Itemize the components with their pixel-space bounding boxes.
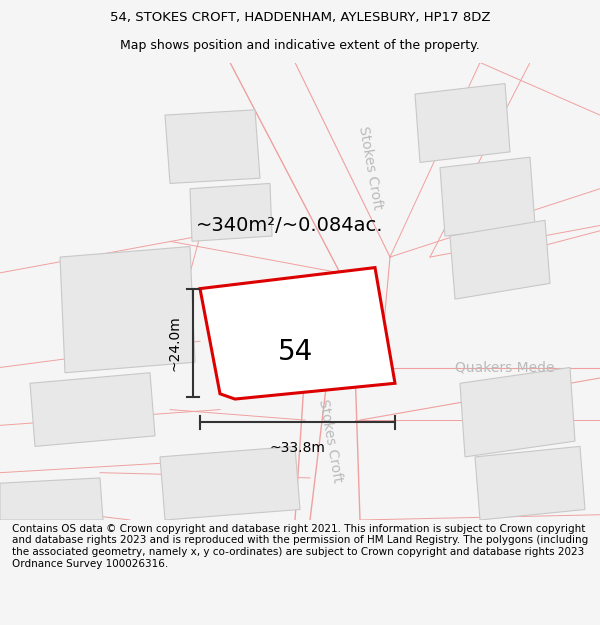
Text: Quakers Mede: Quakers Mede [455, 361, 555, 374]
Text: 54: 54 [277, 338, 313, 366]
Polygon shape [475, 446, 585, 520]
Text: Map shows position and indicative extent of the property.: Map shows position and indicative extent… [120, 39, 480, 52]
Polygon shape [190, 184, 272, 241]
Text: 54, STOKES CROFT, HADDENHAM, AYLESBURY, HP17 8DZ: 54, STOKES CROFT, HADDENHAM, AYLESBURY, … [110, 11, 490, 24]
Text: ~340m²/~0.084ac.: ~340m²/~0.084ac. [196, 216, 384, 235]
Polygon shape [160, 446, 300, 520]
Text: ~33.8m: ~33.8m [269, 441, 325, 455]
Text: Contains OS data © Crown copyright and database right 2021. This information is : Contains OS data © Crown copyright and d… [12, 524, 588, 569]
Text: Stokes Croft: Stokes Croft [356, 125, 384, 211]
Polygon shape [200, 268, 395, 399]
Polygon shape [440, 157, 535, 236]
Polygon shape [460, 368, 575, 457]
Polygon shape [0, 478, 103, 520]
Text: ~24.0m: ~24.0m [167, 315, 181, 371]
Polygon shape [415, 84, 510, 162]
Polygon shape [450, 220, 550, 299]
Text: Stokes Croft: Stokes Croft [316, 398, 344, 484]
Polygon shape [165, 110, 260, 184]
Polygon shape [60, 246, 195, 372]
Polygon shape [30, 372, 155, 446]
